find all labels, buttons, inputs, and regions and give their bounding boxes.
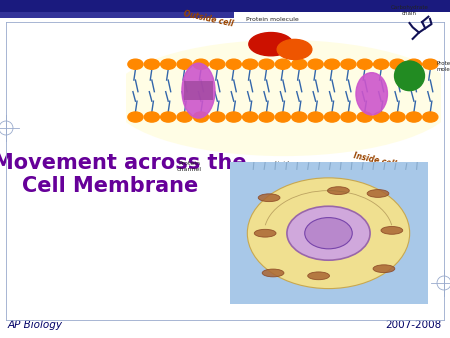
Ellipse shape [277, 40, 312, 59]
Text: 2007-2008: 2007-2008 [386, 320, 442, 330]
Text: Protein
channel: Protein channel [176, 161, 202, 172]
Circle shape [374, 59, 389, 69]
Circle shape [341, 112, 356, 122]
Circle shape [308, 112, 323, 122]
Circle shape [177, 112, 192, 122]
Circle shape [275, 112, 290, 122]
Text: Protein
molecule: Protein molecule [436, 61, 450, 72]
Circle shape [390, 59, 405, 69]
Circle shape [194, 112, 208, 122]
Circle shape [128, 59, 143, 69]
Circle shape [357, 112, 372, 122]
Circle shape [357, 59, 372, 69]
Circle shape [259, 59, 274, 69]
Circle shape [226, 112, 241, 122]
Circle shape [259, 112, 274, 122]
Circle shape [341, 59, 356, 69]
Circle shape [161, 59, 176, 69]
Ellipse shape [287, 206, 370, 260]
Circle shape [308, 59, 323, 69]
Text: Cell Membrane: Cell Membrane [22, 176, 198, 196]
Ellipse shape [248, 178, 410, 289]
Circle shape [324, 59, 340, 69]
Circle shape [406, 59, 422, 69]
Ellipse shape [258, 194, 280, 202]
Circle shape [177, 59, 192, 69]
Ellipse shape [182, 63, 215, 118]
Text: Movement across the: Movement across the [0, 153, 247, 173]
Circle shape [243, 59, 258, 69]
Circle shape [390, 112, 405, 122]
Circle shape [292, 59, 307, 69]
Circle shape [423, 59, 438, 69]
Ellipse shape [373, 265, 395, 273]
Ellipse shape [356, 73, 387, 115]
Text: Carbohydrate
chain: Carbohydrate chain [391, 5, 428, 16]
Ellipse shape [381, 226, 403, 234]
Text: Inside cell: Inside cell [353, 151, 397, 169]
Text: AP Biology: AP Biology [8, 320, 63, 330]
Ellipse shape [305, 218, 352, 249]
Ellipse shape [328, 187, 349, 195]
Text: Outside cell: Outside cell [183, 9, 234, 28]
Circle shape [210, 112, 225, 122]
Circle shape [374, 112, 389, 122]
Text: Lipids
(bilayer): Lipids (bilayer) [270, 161, 297, 172]
Circle shape [243, 112, 258, 122]
Circle shape [324, 112, 340, 122]
Ellipse shape [308, 272, 329, 280]
Circle shape [226, 59, 241, 69]
Ellipse shape [249, 32, 293, 56]
Circle shape [128, 112, 143, 122]
Ellipse shape [254, 229, 276, 237]
Circle shape [161, 112, 176, 122]
Text: Protein molecule: Protein molecule [246, 17, 298, 22]
Ellipse shape [367, 190, 389, 197]
Ellipse shape [262, 269, 284, 277]
FancyBboxPatch shape [221, 155, 436, 311]
Bar [0, 12, 234, 18]
Circle shape [275, 59, 290, 69]
Circle shape [144, 59, 159, 69]
Circle shape [292, 112, 307, 122]
Bar [184, 81, 213, 100]
Circle shape [406, 112, 422, 122]
Circle shape [423, 112, 438, 122]
Circle shape [194, 59, 208, 69]
Bar [0, 0, 450, 12]
Circle shape [144, 112, 159, 122]
Ellipse shape [395, 61, 424, 91]
Ellipse shape [110, 40, 450, 156]
Circle shape [210, 59, 225, 69]
